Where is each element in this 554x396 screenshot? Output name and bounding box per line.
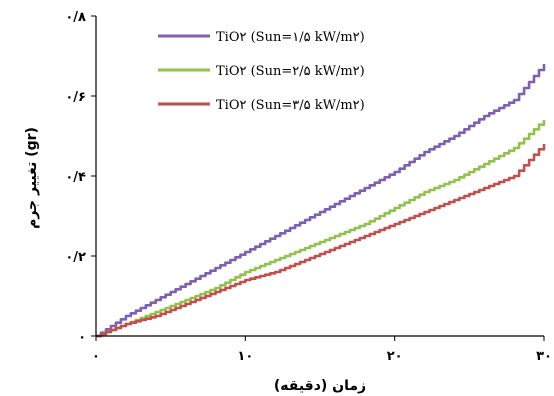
y-tick-label: ۰/۲	[65, 250, 86, 265]
x-tick-label: ۲۰	[387, 349, 403, 364]
y-tick-label: ۰/۸	[65, 10, 86, 25]
x-tick-label: ۱۰	[237, 349, 253, 364]
x-axis-title: زمان (دقیقه)	[274, 378, 366, 394]
ticks: ۰ ۰/۲ ۰/۴ ۰/۶ ۰/۸ ۰ ۱۰ ۲۰ ۳۰	[65, 10, 552, 364]
plot-lines	[96, 64, 546, 338]
legend[interactable]: TiO۲ (Sun=۱/۵ kW/m۲) TiO۲ (Sun=۲/۵ kW/m۲)…	[158, 30, 365, 113]
y-tick-label: ۰/۶	[65, 90, 86, 105]
legend-label-3: TiO۲ (Sun=۳/۵ kW/m۲)	[216, 98, 365, 113]
series-line-3	[96, 144, 546, 338]
x-tick-label: ۳۰	[536, 349, 552, 364]
series-line-1	[96, 64, 546, 338]
legend-label-2: TiO۲ (Sun=۲/۵ kW/m۲)	[216, 64, 365, 79]
x-tick-label: ۰	[92, 349, 100, 364]
y-axis-title: تغییر جرم (gr)	[24, 127, 40, 229]
y-tick-label: ۰	[78, 330, 86, 345]
legend-label-1: TiO۲ (Sun=۱/۵ kW/m۲)	[216, 30, 365, 45]
series-line-2	[96, 120, 546, 338]
y-tick-label: ۰/۴	[65, 170, 86, 185]
